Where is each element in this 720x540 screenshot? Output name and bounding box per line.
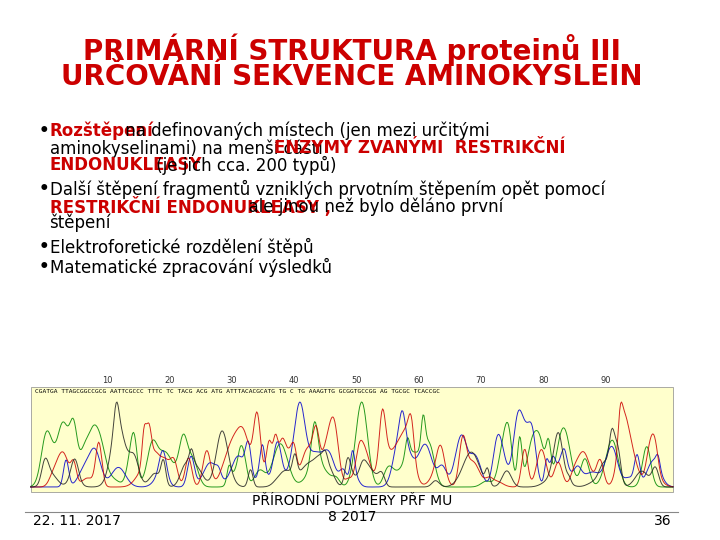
Text: na definovaných místech (jen mezi určitými: na definovaných místech (jen mezi určitý… <box>120 122 490 140</box>
Text: 30: 30 <box>226 376 237 385</box>
Text: ENZYMY ZVANÝMI  RESTRIKČNÍ: ENZYMY ZVANÝMI RESTRIKČNÍ <box>274 139 566 157</box>
Text: 36: 36 <box>654 514 671 528</box>
Text: Elektroforetické rozdělení štěpů: Elektroforetické rozdělení štěpů <box>50 238 313 257</box>
Text: Rozštěpení: Rozštěpení <box>50 122 153 140</box>
Text: 80: 80 <box>538 376 549 385</box>
Text: URČOVÁNÍ SEKVENCE AMINOKYSLEIN: URČOVÁNÍ SEKVENCE AMINOKYSLEIN <box>61 63 642 91</box>
Text: (je jich cca. 200 typů): (je jich cca. 200 typů) <box>150 156 336 175</box>
Text: aminokyselinami) na menší části: aminokyselinami) na menší části <box>50 139 328 158</box>
Text: •: • <box>38 258 49 276</box>
Text: 70: 70 <box>476 376 486 385</box>
Text: ale jinou než bylo děláno první: ale jinou než bylo děláno první <box>238 197 504 215</box>
Text: RESTRIKČNÍ ENDONUKLEASY ,: RESTRIKČNÍ ENDONUKLEASY , <box>50 197 330 217</box>
Text: Matematické zpracování výsledků: Matematické zpracování výsledků <box>50 258 331 277</box>
Text: •: • <box>38 238 49 256</box>
Text: 40: 40 <box>289 376 300 385</box>
FancyBboxPatch shape <box>31 387 673 492</box>
Text: CGATGA TTAGCGGCCGCG AATTCGCCC TTTC TC TACG ACG ATG ATTTACACGCATG TG C TG AAAGTTG: CGATGA TTAGCGGCCGCG AATTCGCCC TTTC TC TA… <box>35 389 441 394</box>
Text: •: • <box>38 180 49 198</box>
Text: 20: 20 <box>164 376 175 385</box>
Text: 10: 10 <box>102 376 112 385</box>
Text: 50: 50 <box>351 376 361 385</box>
Text: štěpení: štěpení <box>50 214 111 233</box>
Text: 22. 11. 2017: 22. 11. 2017 <box>32 514 120 528</box>
Text: PŘÍRODNÍ POLYMERY PŘF MU
8 2017: PŘÍRODNÍ POLYMERY PŘF MU 8 2017 <box>252 494 452 524</box>
Text: •: • <box>38 122 49 140</box>
Text: PRIMÁRNÍ STRUKTURA proteinů III: PRIMÁRNÍ STRUKTURA proteinů III <box>83 33 621 66</box>
Text: ENDONUKLEASY: ENDONUKLEASY <box>50 156 202 174</box>
Text: 60: 60 <box>413 376 424 385</box>
Text: Další štěpení fragmentů vzniklých prvotním štěpením opět pomocí: Další štěpení fragmentů vzniklých prvotn… <box>50 180 605 199</box>
Text: 90: 90 <box>600 376 611 385</box>
